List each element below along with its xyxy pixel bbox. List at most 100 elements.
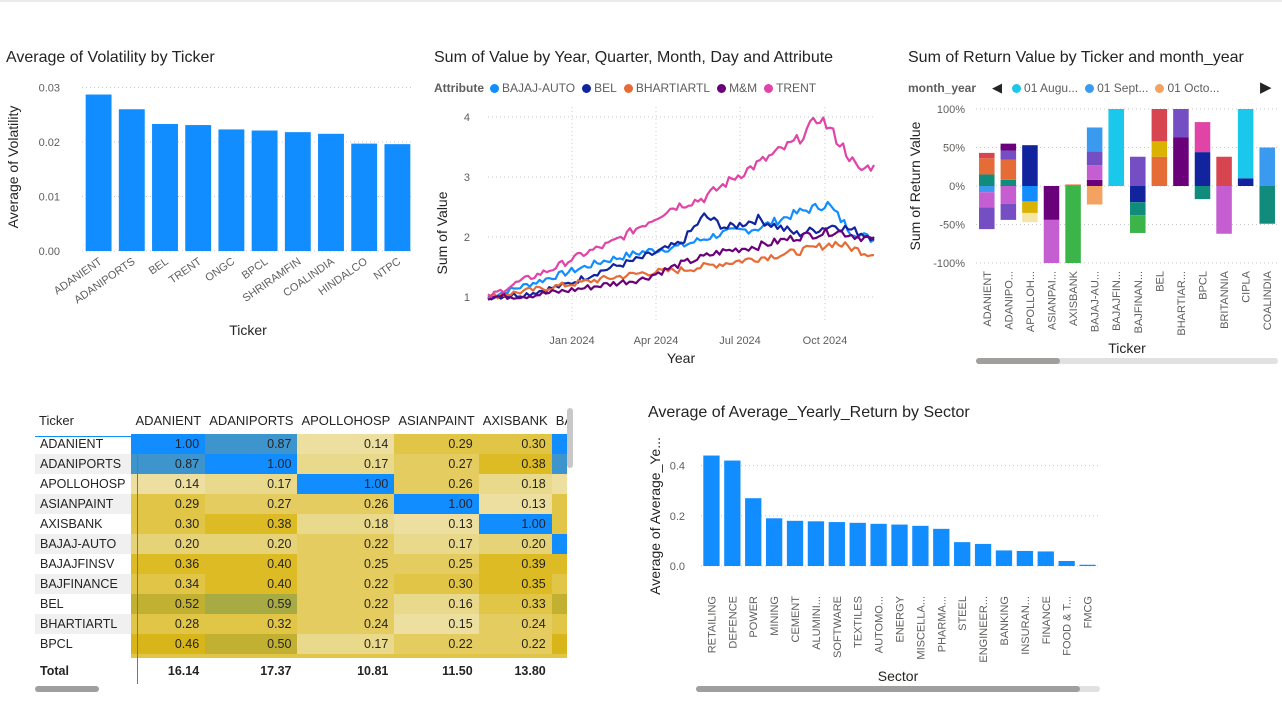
matrix-cell[interactable]: 0.40	[205, 554, 298, 574]
matrix-cell[interactable]: 0.17	[297, 454, 395, 474]
matrix-cell[interactable]: 0.36	[131, 554, 206, 574]
matrix-horizontal-scrollbar[interactable]	[35, 686, 99, 692]
matrix-cell[interactable]: 0.22	[297, 594, 395, 614]
matrix-cell[interactable]: 0.17	[205, 474, 298, 494]
matrix-cell-partial[interactable]	[551, 614, 567, 634]
matrix-cell[interactable]: 0.35	[478, 574, 552, 594]
matrix-cell[interactable]: 0.26	[394, 474, 479, 494]
legend-item[interactable]: 01 Octo...	[1155, 81, 1219, 95]
matrix-cell[interactable]: 0.13	[478, 494, 552, 514]
matrix-cell[interactable]: 0.18	[478, 474, 552, 494]
legend-item[interactable]: 01 Sept...	[1085, 81, 1148, 95]
matrix-cell[interactable]: 0.29	[394, 434, 479, 454]
matrix-cell[interactable]: 0.25	[394, 554, 479, 574]
matrix-row[interactable]: ADANIPORTS 0.87 1.00 0.17 0.27 0.38	[35, 454, 567, 474]
matrix-row[interactable]: AXISBANK 0.30 0.38 0.18 0.13 1.00	[35, 514, 567, 534]
matrix-row[interactable]: ADANIENT 1.00 0.87 0.14 0.29 0.30	[35, 434, 567, 454]
matrix-cell[interactable]: 0.38	[205, 514, 298, 534]
matrix-cell[interactable]: 0.17	[297, 634, 395, 654]
matrix-cell[interactable]: 0.30	[394, 574, 479, 594]
matrix-row[interactable]: BHARTIARTL 0.28 0.32 0.24 0.15 0.24	[35, 614, 567, 634]
matrix-row-header-title[interactable]: Ticker	[39, 412, 74, 428]
matrix-cell[interactable]: 0.29	[131, 494, 206, 514]
matrix-row[interactable]: BAJFINANCE 0.34 0.40 0.22 0.30 0.35	[35, 574, 567, 594]
matrix-row[interactable]: APOLLOHOSP 0.14 0.17 1.00 0.26 0.18	[35, 474, 567, 494]
matrix-vertical-scrollbar[interactable]	[567, 408, 573, 468]
matrix-cell[interactable]: 0.33	[478, 594, 552, 614]
matrix-column-header[interactable]: ADANIPORTS	[209, 412, 294, 428]
matrix-cell[interactable]: 0.59	[205, 594, 298, 614]
return-stacked-legend[interactable]: month_year ◀ 01 Augu... 01 Sept... 01 Octo…	[908, 80, 1222, 96]
matrix-cell[interactable]: 0.27	[394, 454, 479, 474]
matrix-cell[interactable]: 1.00	[478, 514, 552, 534]
legend-item[interactable]: TRENT	[764, 81, 816, 95]
matrix-cell-partial[interactable]	[551, 474, 567, 494]
matrix-cell[interactable]: 0.14	[131, 474, 206, 494]
matrix-column-header[interactable]: AXISBANK	[482, 412, 548, 428]
matrix-cell[interactable]: 0.32	[205, 614, 298, 634]
value-line-chart[interactable]: Sum of Value by Year, Quarter, Month, Da…	[430, 45, 890, 375]
matrix-cell[interactable]: 0.16	[394, 594, 479, 614]
matrix-row[interactable]: BAJAJ-AUTO 0.20 0.20 0.22 0.17 0.20	[35, 534, 567, 554]
matrix-cell[interactable]: 0.15	[394, 614, 479, 634]
matrix-cell[interactable]: 0.20	[478, 534, 552, 554]
matrix-cell[interactable]: 0.34	[131, 574, 206, 594]
matrix-row[interactable]: BAJAJFINSV 0.36 0.40 0.25 0.25 0.39	[35, 554, 567, 574]
matrix-cell[interactable]: 0.87	[205, 434, 298, 454]
correlation-matrix[interactable]: Ticker ADANIENT ADANIPORTS APOLLOHOSP ASIANP…	[35, 406, 567, 688]
value-line-legend[interactable]: Attribute BAJAJ-AUTO BEL BHARTIARTL M&M TREN…	[434, 81, 819, 95]
matrix-cell[interactable]: 0.18	[297, 514, 395, 534]
legend-item[interactable]: 01 Augu...	[1012, 81, 1078, 95]
matrix-cell-partial[interactable]	[551, 634, 567, 654]
matrix-column-header[interactable]: APOLLOHOSP	[301, 412, 391, 428]
matrix-cell[interactable]: 0.13	[394, 514, 479, 534]
matrix-cell[interactable]: 0.25	[297, 554, 395, 574]
matrix-row[interactable]: BPCL 0.46 0.50 0.17 0.22 0.22	[35, 634, 567, 654]
matrix-cell[interactable]: 0.17	[394, 534, 479, 554]
matrix-cell-partial[interactable]	[551, 574, 567, 594]
matrix-cell[interactable]: 0.27	[205, 494, 298, 514]
matrix-column-header[interactable]: BAJAJ-AUTO	[555, 412, 567, 428]
matrix-cell[interactable]: 0.39	[478, 554, 552, 574]
legend-item[interactable]: BHARTIARTL	[623, 81, 710, 95]
volatility-chart[interactable]: Average of Volatility by Ticker 0.00 0.01…	[0, 45, 430, 345]
matrix-cell[interactable]: 0.30	[131, 514, 206, 534]
matrix-row[interactable]: BEL 0.52 0.59 0.22 0.16 0.33	[35, 594, 567, 614]
matrix-column-header[interactable]: ASIANPAINT	[398, 412, 475, 428]
matrix-cell-partial[interactable]	[551, 594, 567, 614]
matrix-cell[interactable]: 0.87	[131, 454, 206, 474]
matrix-column-header[interactable]: ADANIENT	[135, 412, 202, 428]
matrix-cell[interactable]: 0.28	[131, 614, 206, 634]
matrix-cell-partial[interactable]	[551, 534, 567, 554]
legend-item[interactable]: BEL	[582, 81, 617, 95]
legend-prev-icon[interactable]: ◀	[992, 80, 1003, 95]
matrix-cell[interactable]: 0.22	[297, 574, 395, 594]
matrix-cell[interactable]: 1.00	[205, 454, 298, 474]
matrix-cell[interactable]: 0.22	[394, 634, 479, 654]
matrix-cell[interactable]: 0.38	[478, 454, 552, 474]
sector-return-chart[interactable]: Average of Average_Yearly_Return by Sect…	[640, 398, 1110, 698]
matrix-cell[interactable]: 0.50	[205, 634, 298, 654]
matrix-cell[interactable]: 1.00	[394, 494, 479, 514]
matrix-cell[interactable]: 1.00	[297, 474, 395, 494]
horizontal-scrollbar[interactable]	[976, 358, 1278, 364]
matrix-cell[interactable]: 0.46	[131, 634, 206, 654]
matrix-cell[interactable]: 0.24	[478, 614, 552, 634]
matrix-cell-partial[interactable]	[551, 514, 567, 534]
matrix-cell[interactable]: 0.40	[205, 574, 298, 594]
matrix-cell[interactable]: 0.14	[297, 434, 395, 454]
matrix-cell[interactable]: 0.30	[478, 434, 552, 454]
matrix-cell[interactable]: 0.20	[131, 534, 206, 554]
matrix-cell[interactable]: 0.24	[297, 614, 395, 634]
matrix-row[interactable]: ASIANPAINT 0.29 0.27 0.26 1.00 0.13	[35, 494, 567, 514]
matrix-cell-partial[interactable]	[551, 454, 567, 474]
legend-item[interactable]: BAJAJ-AUTO	[490, 81, 575, 95]
sector-scrollbar-thumb[interactable]	[696, 686, 1080, 692]
matrix-cell[interactable]: 1.00	[131, 434, 206, 454]
matrix-cell[interactable]: 0.52	[131, 594, 206, 614]
matrix-cell[interactable]: 0.22	[297, 534, 395, 554]
scrollbar-thumb[interactable]	[976, 358, 1060, 364]
matrix-cell-partial[interactable]	[551, 494, 567, 514]
matrix-cell[interactable]: 0.26	[297, 494, 395, 514]
return-stacked-chart[interactable]: Sum of Return Value by Ticker and month_…	[900, 45, 1282, 375]
